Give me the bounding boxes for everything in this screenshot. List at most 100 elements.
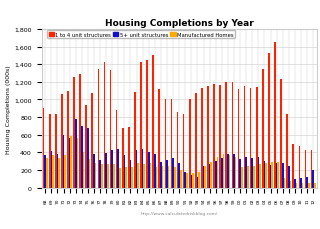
Bar: [104, 62, 105, 188]
Bar: [271, 162, 273, 188]
Bar: [286, 114, 288, 188]
Bar: [229, 155, 230, 188]
Bar: [264, 161, 265, 188]
Bar: [73, 78, 75, 188]
Bar: [299, 147, 300, 188]
Bar: [70, 137, 72, 188]
Bar: [213, 84, 215, 188]
Bar: [284, 178, 285, 188]
Bar: [67, 91, 69, 188]
Bar: [204, 167, 206, 188]
Bar: [178, 163, 180, 188]
Bar: [184, 172, 186, 188]
Bar: [149, 163, 151, 188]
Bar: [69, 139, 70, 188]
Bar: [43, 109, 44, 188]
Bar: [111, 150, 113, 188]
Bar: [235, 157, 236, 188]
Bar: [92, 94, 93, 188]
Bar: [259, 164, 261, 188]
Text: http://www.calculatedriskblog.com/: http://www.calculatedriskblog.com/: [140, 211, 218, 215]
Bar: [276, 163, 277, 188]
Legend: 1 to 4 unit structures, 5+ unit structures, Manufactured Homes: 1 to 4 unit structures, 5+ unit structur…: [47, 31, 235, 39]
Bar: [152, 56, 154, 188]
Bar: [219, 86, 221, 188]
Bar: [81, 126, 83, 188]
Bar: [158, 90, 160, 188]
Bar: [46, 158, 48, 188]
Bar: [314, 183, 316, 188]
Bar: [233, 154, 235, 188]
Bar: [99, 161, 101, 188]
Bar: [143, 164, 145, 188]
Bar: [296, 183, 297, 188]
Bar: [282, 163, 284, 188]
Bar: [306, 177, 308, 188]
Bar: [201, 89, 203, 188]
Bar: [148, 153, 149, 188]
Bar: [93, 154, 95, 188]
Bar: [136, 150, 137, 188]
Bar: [49, 114, 51, 188]
Bar: [177, 112, 178, 188]
Bar: [292, 145, 294, 188]
Bar: [55, 114, 57, 188]
Bar: [131, 168, 133, 188]
Bar: [308, 183, 309, 188]
Bar: [186, 173, 188, 188]
Bar: [117, 149, 119, 188]
Bar: [305, 150, 306, 188]
Bar: [183, 114, 184, 188]
Bar: [192, 173, 194, 188]
Bar: [262, 69, 264, 188]
Bar: [124, 155, 125, 188]
Bar: [221, 158, 223, 188]
Bar: [258, 157, 259, 188]
Bar: [241, 168, 243, 188]
Bar: [209, 164, 211, 188]
Bar: [107, 164, 108, 188]
Bar: [172, 158, 174, 188]
Bar: [197, 177, 198, 188]
Bar: [265, 163, 267, 188]
Bar: [268, 54, 270, 188]
Bar: [171, 100, 172, 188]
Title: Housing Completions by Year: Housing Completions by Year: [105, 19, 253, 28]
Bar: [87, 128, 89, 188]
Bar: [238, 90, 239, 188]
Bar: [154, 154, 156, 188]
Bar: [61, 95, 63, 188]
Bar: [280, 80, 282, 188]
Bar: [125, 168, 127, 188]
Bar: [130, 161, 131, 188]
Bar: [250, 89, 252, 188]
Bar: [245, 157, 247, 188]
Bar: [134, 93, 136, 188]
Bar: [190, 175, 192, 188]
Bar: [294, 179, 296, 188]
Bar: [85, 105, 87, 188]
Bar: [180, 170, 182, 188]
Bar: [116, 111, 117, 188]
Bar: [57, 154, 58, 188]
Bar: [164, 99, 166, 188]
Bar: [203, 167, 204, 188]
Bar: [252, 158, 253, 188]
Bar: [44, 155, 46, 188]
Bar: [311, 150, 312, 188]
Bar: [226, 82, 227, 188]
Bar: [211, 162, 212, 188]
Bar: [58, 158, 60, 188]
Bar: [83, 153, 84, 188]
Bar: [247, 166, 249, 188]
Bar: [312, 170, 314, 188]
Bar: [122, 128, 124, 188]
Bar: [270, 165, 271, 188]
Bar: [113, 164, 115, 188]
Bar: [98, 70, 99, 188]
Bar: [63, 135, 64, 188]
Bar: [166, 161, 168, 188]
Bar: [253, 167, 255, 188]
Bar: [110, 71, 111, 188]
Bar: [105, 153, 107, 188]
